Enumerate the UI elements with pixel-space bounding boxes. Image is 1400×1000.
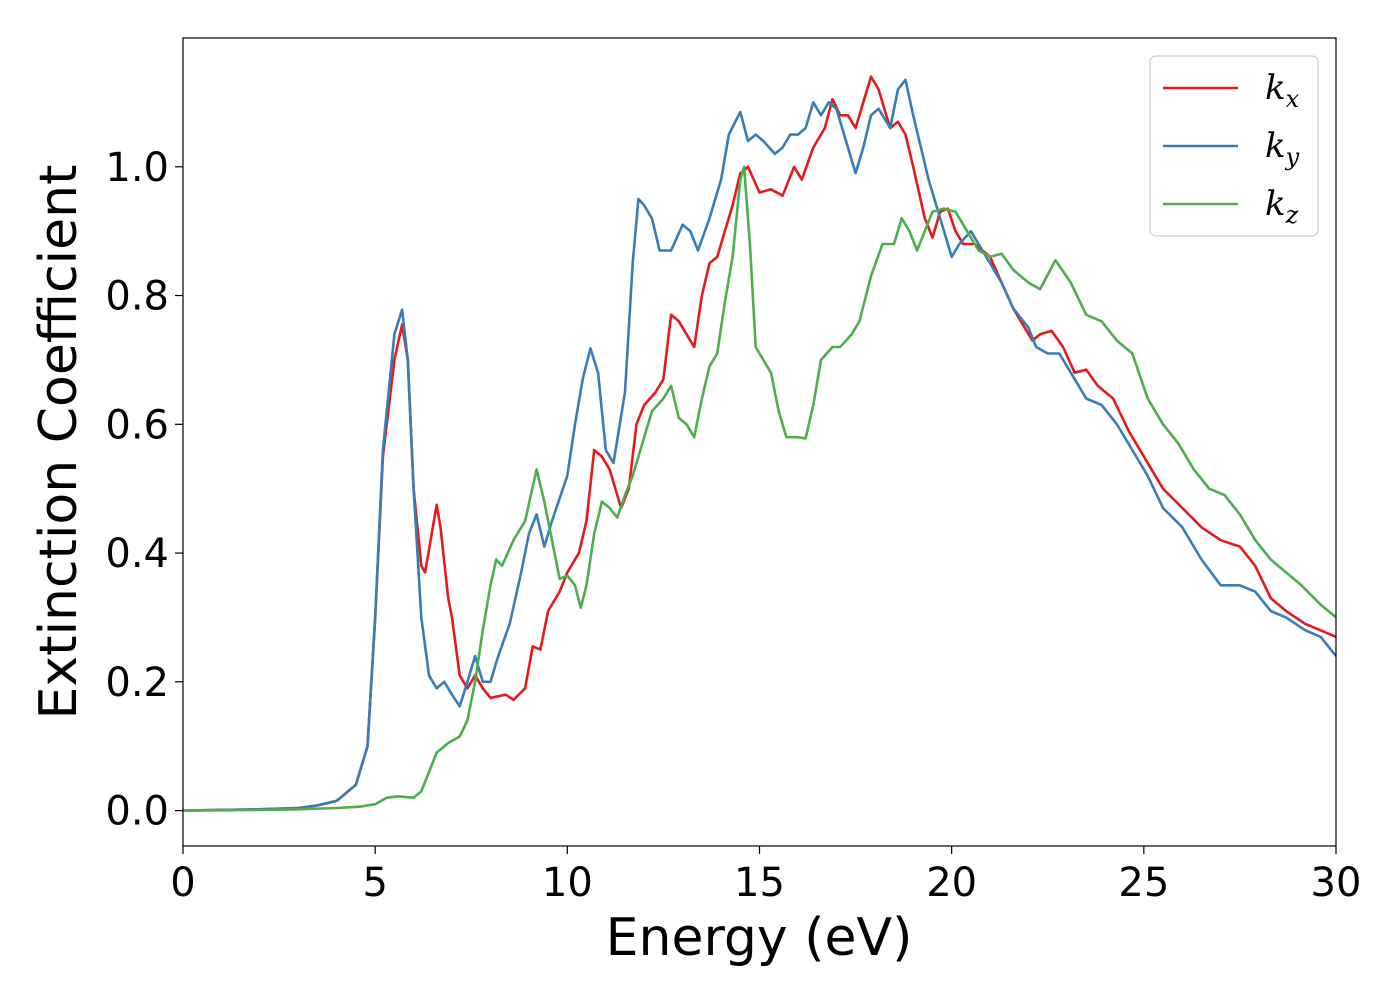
series-line-kx (182, 75, 1337, 812)
x-tick-label: 25 (1118, 860, 1169, 906)
ticks-layer: 0 5 10 15 20 25 30 0.0 0.2 0.4 0.6 0.8 1.0 (105, 145, 1361, 906)
y-tick-label: 0.8 (105, 274, 169, 320)
y-tick-label: 0.4 (105, 531, 169, 577)
x-tick-label: 0 (170, 860, 195, 906)
x-tick-label: 30 (1311, 860, 1362, 906)
y-tick-label: 0.0 (105, 789, 169, 835)
series-line-kz (182, 165, 1337, 812)
y-tick-label: 0.6 (105, 402, 169, 448)
series-line-ky (182, 78, 1338, 812)
y-tick-label: 1.0 (105, 145, 169, 191)
x-tick-label: 15 (734, 860, 785, 906)
x-tick-label: 5 (362, 860, 387, 906)
series-layer (182, 75, 1338, 812)
x-tick-label: 20 (926, 860, 977, 906)
x-axis-label: Energy (eV) (606, 908, 913, 968)
y-tick-label: 0.2 (105, 660, 169, 706)
x-tick-label: 10 (542, 860, 593, 906)
y-axis-label: Extinction Coefficient (29, 165, 89, 720)
